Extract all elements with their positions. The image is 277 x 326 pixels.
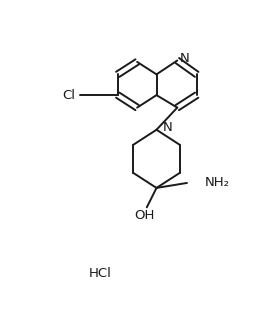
Text: NH₂: NH₂ (204, 176, 229, 189)
Text: Cl: Cl (62, 89, 75, 102)
Text: OH: OH (134, 209, 155, 222)
Text: HCl: HCl (88, 267, 111, 280)
Text: N: N (179, 52, 189, 65)
Text: N: N (163, 121, 172, 134)
